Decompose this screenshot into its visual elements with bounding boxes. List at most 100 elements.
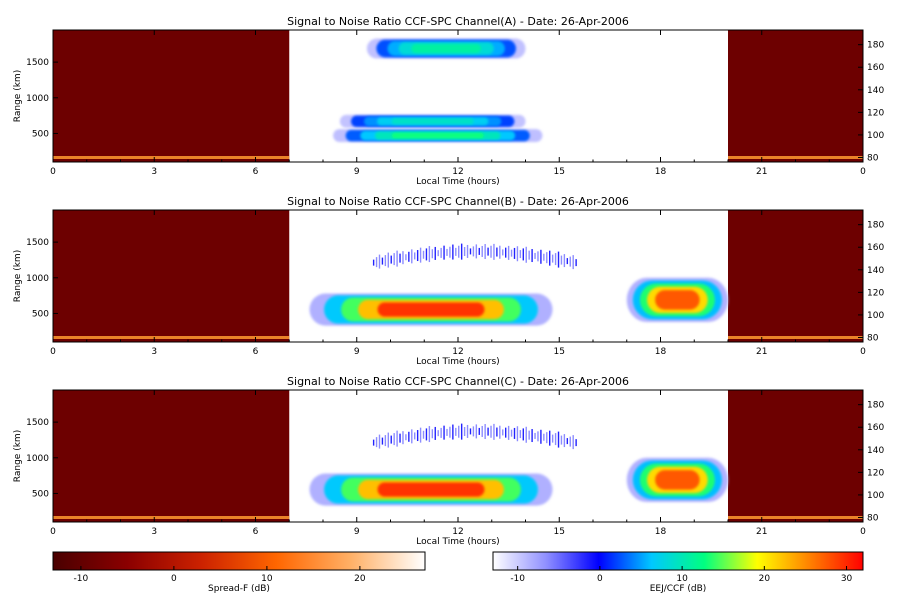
y2-tick-label: 180 xyxy=(867,41,884,51)
x-tick-label: 3 xyxy=(151,527,157,537)
snr-panel-c: Signal to Noise Ratio CCF-SPC Channel(C)… xyxy=(13,375,884,547)
clutter-line xyxy=(53,156,290,159)
echo-level xyxy=(391,132,484,139)
y-tick-label: 1500 xyxy=(26,418,49,428)
y-axis-label: Range (km) xyxy=(13,250,23,302)
colorbar-tick-label: 0 xyxy=(597,574,603,584)
y2-tick-label: 140 xyxy=(867,446,884,456)
x-axis-label: Local Time (hours) xyxy=(416,177,499,187)
colorbar-spread-f: -10 0 10 20 Spread-F (dB) xyxy=(52,551,426,594)
night-segment xyxy=(728,390,863,522)
colorbar-label: EEJ/CCF (dB) xyxy=(650,584,707,594)
x-tick-label: 0 xyxy=(50,347,56,357)
echo-level xyxy=(655,290,700,310)
echo-region xyxy=(333,129,543,143)
y-tick-label: 500 xyxy=(32,489,49,499)
x-tick-label: 0 xyxy=(860,347,866,357)
night-segment xyxy=(53,210,290,342)
echo-level xyxy=(391,118,474,125)
snr-panel-b: Signal to Noise Ratio CCF-SPC Channel(B)… xyxy=(13,195,884,367)
y-tick-label: 1000 xyxy=(26,274,49,284)
x-axis-label: Local Time (hours) xyxy=(416,357,499,367)
colorbar-tick-label: 10 xyxy=(261,574,273,584)
y2-tick-label: 140 xyxy=(867,266,884,276)
x-tick-label: 9 xyxy=(354,347,360,357)
echo-region xyxy=(309,293,553,326)
echo-region xyxy=(309,473,553,506)
night-segment xyxy=(53,390,290,522)
echo-region xyxy=(339,114,526,128)
y2-tick-label: 80 xyxy=(867,513,879,523)
clutter-line xyxy=(53,516,290,519)
y2-tick-label: 180 xyxy=(867,221,884,231)
panel-title: Signal to Noise Ratio CCF-SPC Channel(A)… xyxy=(287,15,629,28)
colorbar-gradient xyxy=(492,551,864,571)
echo-region xyxy=(366,38,526,59)
x-tick-label: 6 xyxy=(253,167,259,177)
echo-region xyxy=(626,457,728,503)
y2-tick-label: 100 xyxy=(867,311,884,321)
y2-tick-label: 80 xyxy=(867,333,879,343)
colorbar-tick-label: 20 xyxy=(354,574,366,584)
echo-region xyxy=(372,243,577,270)
y2-tick-label: 80 xyxy=(867,153,879,163)
colorbar-tick-label: 0 xyxy=(171,574,177,584)
y2-tick-label: 120 xyxy=(867,468,884,478)
y2-tick-label: 100 xyxy=(867,131,884,141)
x-tick-label: 3 xyxy=(151,167,157,177)
x-tick-label: 12 xyxy=(452,347,463,357)
y2-tick-label: 120 xyxy=(867,288,884,298)
x-tick-label: 18 xyxy=(655,527,667,537)
colorbar-tick-label: 30 xyxy=(841,574,853,584)
echo-level xyxy=(377,482,485,497)
x-tick-label: 21 xyxy=(756,347,767,357)
y2-tick-label: 120 xyxy=(867,108,884,118)
y-axis-label: Range (km) xyxy=(13,70,23,122)
night-segment xyxy=(728,30,863,162)
clutter-line xyxy=(728,336,863,339)
echo-level xyxy=(411,44,482,53)
x-tick-label: 6 xyxy=(253,527,259,537)
x-tick-label: 0 xyxy=(50,167,56,177)
x-tick-label: 0 xyxy=(860,167,866,177)
colorbar-eej-ccf: -10 0 10 20 30 EEJ/CCF (dB) xyxy=(492,551,864,594)
colorbar-tick-label: -10 xyxy=(74,574,89,584)
x-tick-label: 15 xyxy=(554,167,565,177)
y-tick-label: 1000 xyxy=(26,94,49,104)
echo-region xyxy=(626,277,728,323)
x-tick-label: 18 xyxy=(655,167,667,177)
clutter-line xyxy=(53,336,290,339)
night-segment xyxy=(53,30,290,162)
y2-tick-label: 160 xyxy=(867,423,884,433)
y-tick-label: 1000 xyxy=(26,454,49,464)
colorbar-label: Spread-F (dB) xyxy=(208,584,270,594)
x-tick-label: 21 xyxy=(756,527,767,537)
y2-tick-label: 160 xyxy=(867,63,884,73)
colorbar-gradient xyxy=(52,551,426,571)
clutter-line xyxy=(728,516,863,519)
x-tick-label: 15 xyxy=(554,527,565,537)
x-tick-label: 0 xyxy=(860,527,866,537)
y-tick-label: 500 xyxy=(32,309,49,319)
echo-level xyxy=(377,302,485,317)
y-tick-label: 500 xyxy=(32,129,49,139)
echo-level xyxy=(655,470,700,490)
colorbar-tick-label: -10 xyxy=(510,574,525,584)
x-tick-label: 21 xyxy=(756,167,767,177)
x-tick-label: 0 xyxy=(50,527,56,537)
x-tick-label: 12 xyxy=(452,527,463,537)
colorbar-tick-label: 10 xyxy=(676,574,688,584)
y-tick-label: 1500 xyxy=(26,58,49,68)
colorbar-tick-label: 20 xyxy=(759,574,771,584)
x-axis-label: Local Time (hours) xyxy=(416,537,499,547)
night-segment xyxy=(728,210,863,342)
x-tick-label: 9 xyxy=(354,167,360,177)
x-tick-label: 18 xyxy=(655,347,667,357)
y-tick-label: 1500 xyxy=(26,238,49,248)
x-tick-label: 3 xyxy=(151,347,157,357)
y-axis-label: Range (km) xyxy=(13,430,23,482)
clutter-line xyxy=(728,156,863,159)
y2-tick-label: 100 xyxy=(867,491,884,501)
panel-title: Signal to Noise Ratio CCF-SPC Channel(B)… xyxy=(287,195,629,208)
